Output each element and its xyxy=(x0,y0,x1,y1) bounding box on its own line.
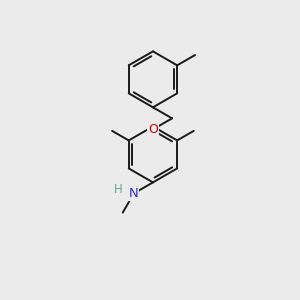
Text: N: N xyxy=(129,187,139,200)
Text: H: H xyxy=(114,183,123,196)
Text: O: O xyxy=(148,123,158,136)
